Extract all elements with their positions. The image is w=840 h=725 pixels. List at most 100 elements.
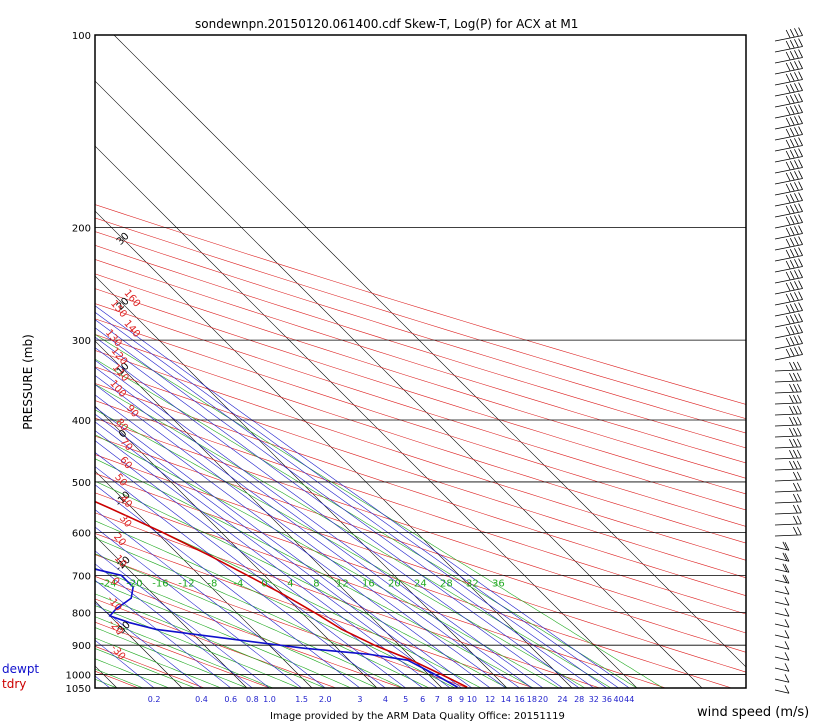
- wind-barb-flag: [798, 71, 803, 80]
- wind-barb-flag: [798, 170, 803, 179]
- wind-barb-flag: [794, 292, 799, 301]
- isotherm-label: 28: [440, 578, 453, 589]
- mixing-ratio-line: [95, 452, 406, 688]
- dry-adiabat-label: 30: [117, 513, 134, 530]
- wind-barb-flag: [785, 216, 791, 226]
- bottom-axis-label: 12: [485, 695, 495, 704]
- wind-barb: [774, 354, 803, 361]
- dry-adiabat-label: 50: [112, 472, 129, 489]
- dry-adiabat: [95, 473, 732, 688]
- wind-barb-flag: [793, 394, 798, 404]
- wind-barb-flag: [782, 552, 788, 561]
- wind-barb: [774, 167, 803, 174]
- isotherm: [95, 80, 703, 688]
- wind-barb: [774, 645, 790, 650]
- mixing-ratio-line: [95, 394, 491, 688]
- dry-adiabat-label: 60: [117, 455, 134, 472]
- isotherm: [95, 405, 378, 688]
- wind-barb: [774, 211, 803, 218]
- isotherm: [95, 145, 638, 688]
- wind-barb-flag: [793, 372, 798, 382]
- legend-dewpt: dewpt: [2, 662, 40, 676]
- pressure-tick-label: 600: [72, 529, 91, 540]
- wind-barb-flag: [794, 138, 799, 147]
- wind-barb-flag: [785, 315, 791, 325]
- mixing-ratio-line: [95, 367, 533, 688]
- wind-barbs: [774, 27, 803, 694]
- dry-adiabat: [95, 245, 746, 449]
- wind-barb-flag: [793, 361, 798, 371]
- moist-adiabat: [95, 593, 326, 688]
- dry-adiabat: [95, 621, 271, 688]
- dry-adiabat: [95, 273, 746, 479]
- wind-barb-flag: [794, 28, 799, 37]
- bottom-axis-label: 8: [448, 695, 453, 704]
- wind-barb-flag: [785, 73, 791, 83]
- wind-barb-flag: [796, 383, 802, 393]
- moist-adiabat: [95, 605, 300, 688]
- wind-barb-flag: [798, 192, 803, 201]
- moist-adiabat: [95, 627, 248, 688]
- wind-barb: [774, 656, 790, 661]
- moist-adiabat: [95, 480, 508, 688]
- wind-barb-flag: [794, 281, 799, 290]
- mixing-ratio-line: [95, 466, 386, 688]
- wind-barb-flag: [782, 574, 788, 583]
- wind-barb-flag: [798, 258, 803, 267]
- chart-title: sondewnpn.20150120.061400.cdf Skew-T, Lo…: [195, 17, 579, 31]
- moist-adiabat: [95, 581, 352, 688]
- wind-barb: [774, 446, 802, 449]
- pressure-tick-label: 900: [72, 641, 91, 652]
- bottom-axis-label: 0.8: [246, 695, 259, 704]
- wind-barb-flag: [785, 29, 791, 39]
- wind-barb: [774, 233, 803, 240]
- isotherm-label: 36: [492, 578, 505, 589]
- wind-barb-flag: [789, 51, 795, 60]
- bottom-axis-label: 40: [613, 695, 623, 704]
- wind-barb: [774, 402, 802, 405]
- bottom-axis-label: 44: [624, 695, 634, 704]
- pressure-tick-labels: 100 200 300 400 500 600 700 800 900 1000 1050: [66, 31, 91, 695]
- wind-barb: [774, 90, 803, 97]
- wind-barb-flag: [789, 395, 794, 404]
- wind-barb: [774, 380, 802, 383]
- wind-barb-flag: [796, 438, 802, 448]
- wind-barb: [774, 523, 802, 526]
- moist-adiabat: [95, 358, 638, 688]
- wind-barb-flag: [796, 482, 802, 492]
- mixing-ratio-line: [95, 602, 202, 688]
- wind-barb: [774, 101, 803, 108]
- wind-barb-flag: [789, 249, 795, 258]
- dry-adiabat: [95, 259, 746, 464]
- mixing-ratio-line: [95, 509, 326, 688]
- wind-barb: [774, 391, 802, 394]
- wind-barb: [774, 57, 803, 64]
- dry-adiabat: [95, 454, 746, 673]
- bottom-axis-label: 14: [501, 695, 511, 704]
- isotherm: [95, 470, 313, 688]
- wind-barb-flag: [789, 439, 794, 448]
- tdry-line: [95, 500, 468, 688]
- wind-barb-flag: [784, 597, 790, 606]
- wind-barb-flag: [798, 38, 803, 47]
- wind-barb-flag: [796, 504, 802, 514]
- bottom-axis-label: 10: [467, 695, 477, 704]
- wind-barb-flag: [796, 394, 802, 404]
- wind-barb-flag: [789, 194, 795, 203]
- isotherm-label: 32: [466, 578, 479, 589]
- wind-barb: [774, 321, 803, 328]
- wind-barb-flag: [793, 427, 798, 437]
- wind-barb-flag: [784, 663, 790, 672]
- wind-barb-flag: [784, 564, 790, 573]
- wind-barb-flag: [784, 586, 790, 595]
- mixing-ratio-line: [95, 430, 438, 688]
- mixing-ratio-line: [95, 359, 544, 688]
- wind-barb-flag: [798, 236, 803, 245]
- wind-barb-flag: [784, 608, 790, 617]
- dry-adiabat: [95, 512, 600, 688]
- wind-barb-flag: [793, 493, 798, 503]
- bottom-axis-label: 4: [383, 695, 388, 704]
- wind-barb-flag: [785, 62, 791, 72]
- mixing-ratio-line: [95, 384, 506, 688]
